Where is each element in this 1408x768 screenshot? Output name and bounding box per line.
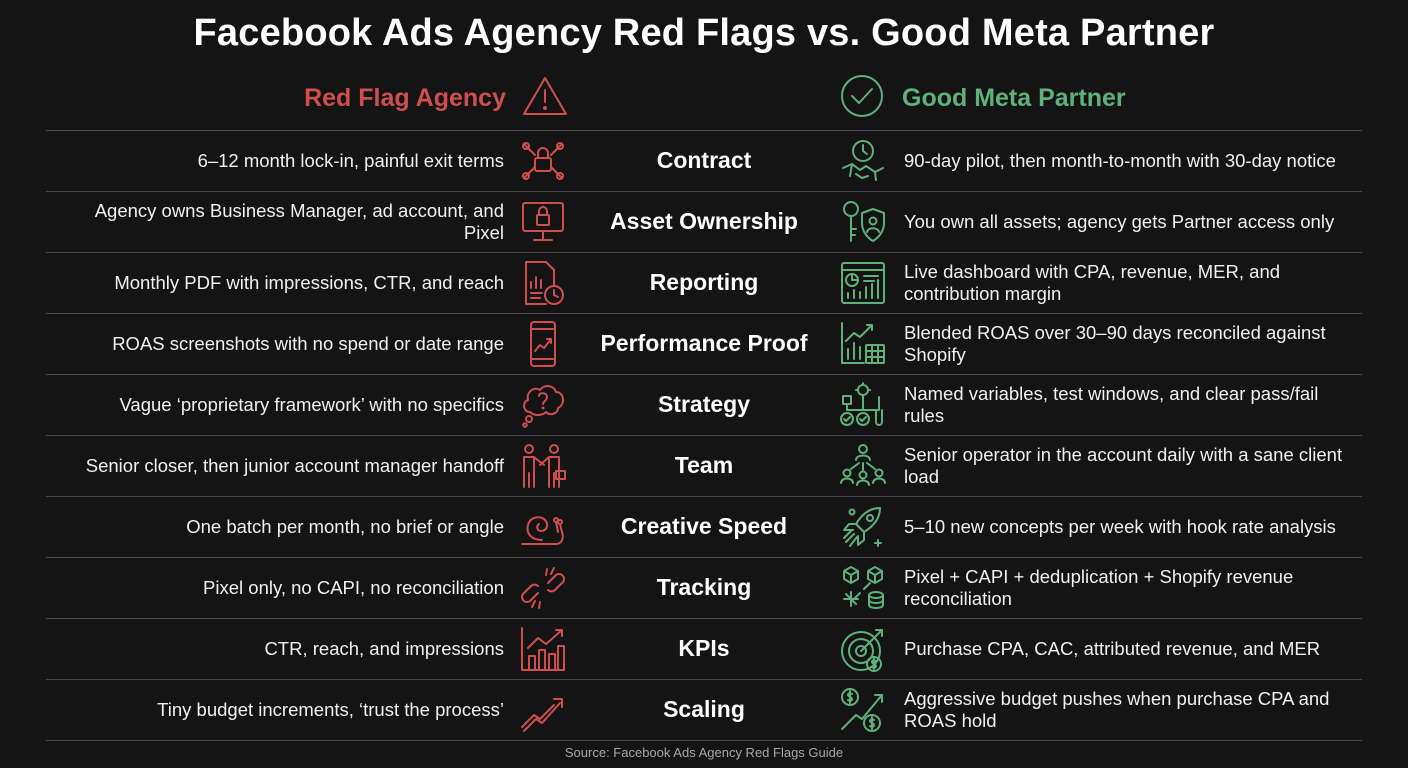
red-flag-text: 6–12 month lock-in, painful exit terms bbox=[197, 149, 504, 171]
good-partner-text: 5–10 new concepts per week with hook rat… bbox=[904, 515, 1336, 537]
checkmark-circle-icon bbox=[840, 74, 884, 123]
red-flag-text: Monthly PDF with impressions, CTR, and r… bbox=[114, 271, 504, 293]
good-partner-text: Pixel + CAPI + deduplication + Shopify r… bbox=[904, 565, 1294, 609]
target-dollar-icon bbox=[838, 625, 888, 673]
red-flag-text: Pixel only, no CAPI, no reconciliation bbox=[203, 576, 504, 598]
dollar-growth-icon bbox=[838, 686, 888, 734]
red-flag-text: Agency owns Business Manager, ad account… bbox=[94, 199, 504, 243]
table-row: Pixel only, no CAPI, no reconciliation T… bbox=[46, 558, 1362, 619]
table-row: 6–12 month lock-in, painful exit terms C… bbox=[46, 131, 1362, 192]
good-partner-text: Named variables, test windows, and clear… bbox=[904, 382, 1319, 426]
test-flow-icon bbox=[838, 381, 888, 429]
table-row: CTR, reach, and impressions KPIs Purchas… bbox=[46, 619, 1362, 680]
row-category: Performance Proof bbox=[600, 330, 808, 356]
good-partner-text: Aggressive budget pushes when purchase C… bbox=[904, 687, 1330, 731]
red-flag-header-label: Red Flag Agency bbox=[304, 83, 506, 112]
red-flag-text: ROAS screenshots with no spend or date r… bbox=[112, 332, 504, 354]
chain-lock-icon bbox=[518, 137, 568, 185]
row-category: Strategy bbox=[657, 391, 751, 417]
red-flag-text: CTR, reach, and impressions bbox=[264, 637, 504, 659]
key-shield-icon bbox=[838, 198, 888, 246]
rocket-icon bbox=[838, 503, 888, 551]
broken-link-icon bbox=[518, 564, 568, 612]
team-network-icon bbox=[838, 442, 888, 490]
small-trend-icon bbox=[518, 686, 568, 734]
table-row: Vague ‘proprietary framework’ with no sp… bbox=[46, 375, 1362, 436]
row-category: Scaling bbox=[663, 696, 745, 722]
page-title: Facebook Ads Agency Red Flags vs. Good M… bbox=[193, 12, 1215, 54]
phone-chart-icon bbox=[518, 320, 568, 368]
warning-triangle-icon bbox=[522, 75, 568, 122]
row-category: Team bbox=[674, 452, 734, 478]
thought-question-icon bbox=[518, 381, 568, 429]
data-sync-icon bbox=[838, 564, 888, 612]
good-partner-text: Blended ROAS over 30–90 days reconciled … bbox=[904, 321, 1326, 365]
red-flag-text: One batch per month, no brief or angle bbox=[186, 515, 504, 537]
red-flag-text: Senior closer, then junior account manag… bbox=[85, 454, 504, 476]
red-flag-text: Tiny budget increments, ‘trust the proce… bbox=[157, 698, 504, 720]
table-row: Senior closer, then junior account manag… bbox=[46, 436, 1362, 497]
comparison-table: 6–12 month lock-in, painful exit terms C… bbox=[46, 130, 1362, 741]
good-partner-text: Live dashboard with CPA, revenue, MER, a… bbox=[904, 260, 1281, 304]
row-category: Contract bbox=[656, 147, 752, 173]
red-flag-header: Red Flag Agency bbox=[304, 74, 568, 122]
row-category: Creative Speed bbox=[620, 513, 788, 539]
table-row: Monthly PDF with impressions, CTR, and r… bbox=[46, 253, 1362, 314]
monitor-lock-icon bbox=[518, 198, 568, 246]
table-row: Agency owns Business Manager, ad account… bbox=[46, 192, 1362, 253]
document-clock-icon bbox=[518, 259, 568, 307]
table-row: ROAS screenshots with no spend or date r… bbox=[46, 314, 1362, 375]
handoff-people-icon bbox=[518, 442, 568, 490]
handshake-clock-icon bbox=[838, 137, 888, 185]
row-category: Reporting bbox=[649, 269, 759, 295]
row-category: Asset Ownership bbox=[610, 208, 798, 234]
row-category: Tracking bbox=[656, 574, 752, 600]
table-row: Tiny budget increments, ‘trust the proce… bbox=[46, 680, 1362, 741]
good-partner-header: Good Meta Partner bbox=[840, 74, 1126, 122]
good-partner-text: You own all assets; agency gets Partner … bbox=[904, 210, 1335, 232]
good-partner-text: Senior operator in the account daily wit… bbox=[904, 443, 1343, 487]
dashboard-chart-icon bbox=[838, 259, 888, 307]
row-category: KPIs bbox=[678, 635, 730, 661]
red-flag-text: Vague ‘proprietary framework’ with no sp… bbox=[119, 393, 504, 415]
chart-calendar-icon bbox=[838, 320, 888, 368]
bar-chart-icon bbox=[518, 625, 568, 673]
snail-icon bbox=[518, 503, 568, 551]
good-partner-text: 90-day pilot, then month-to-month with 3… bbox=[904, 149, 1336, 171]
good-partner-text: Purchase CPA, CAC, attributed revenue, a… bbox=[904, 637, 1321, 659]
good-partner-header-label: Good Meta Partner bbox=[902, 83, 1126, 112]
source-note: Source: Facebook Ads Agency Red Flags Gu… bbox=[564, 745, 844, 760]
table-row: One batch per month, no brief or angle C… bbox=[46, 497, 1362, 558]
